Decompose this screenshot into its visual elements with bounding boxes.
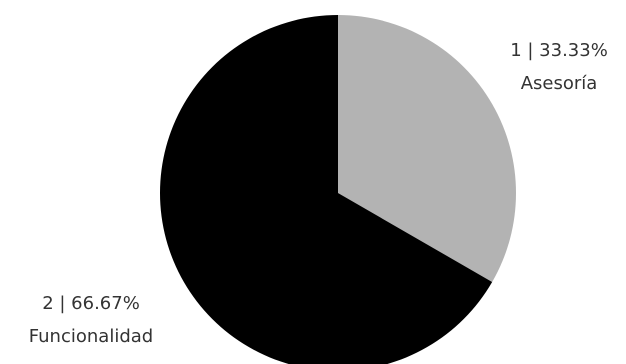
slice-label-asesoria-value: 1 | 33.33% — [510, 40, 608, 61]
pie-slice-funcionalidad[interactable] — [160, 15, 493, 364]
slice-label-funcionalidad-value: 2 | 66.67% — [42, 293, 140, 314]
slice-label-funcionalidad-category: Funcionalidad — [29, 326, 153, 347]
pie-slice-asesoria[interactable] — [338, 15, 516, 282]
slice-label-asesoria-category: Asesoría — [521, 73, 598, 94]
pie-slices — [160, 15, 516, 364]
